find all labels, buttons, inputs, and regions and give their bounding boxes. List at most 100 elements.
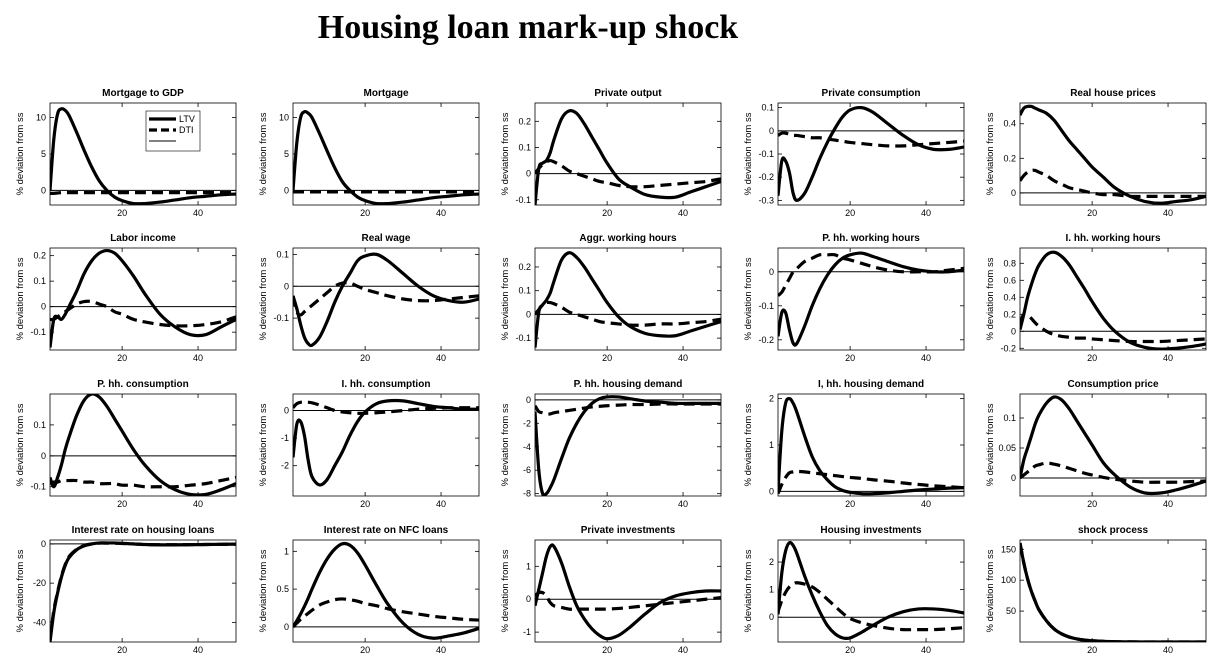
series-line xyxy=(535,251,721,348)
y-tick-label: 2 xyxy=(769,394,774,404)
subplot-title: Consumption price xyxy=(1067,379,1159,390)
axes-box xyxy=(292,102,480,206)
subplot-title: Interest rate on NFC loans xyxy=(324,525,449,536)
axes-box xyxy=(534,102,722,206)
axes-box xyxy=(292,393,480,497)
y-tick-label: -0.1 xyxy=(515,333,531,343)
series-line xyxy=(778,105,964,202)
y-axis-label: % deviation from ss xyxy=(500,112,511,195)
y-tick-label: -20 xyxy=(33,578,46,588)
x-tick-label: 40 xyxy=(436,499,446,509)
y-tick-label: 1 xyxy=(284,546,289,556)
series-line xyxy=(1020,250,1206,350)
y-tick-label: 0 xyxy=(284,185,289,195)
y-tick-label: -1 xyxy=(281,433,289,443)
y-tick-label: -40 xyxy=(33,617,46,627)
subplot-title: Interest rate on housing loans xyxy=(72,525,215,536)
subplot: Interest rate on NFC loans % deviation fr… xyxy=(258,525,480,655)
x-tick-label: 40 xyxy=(921,645,931,655)
subplot: Interest rate on housing loans % deviatio… xyxy=(15,525,237,655)
y-tick-label: 0 xyxy=(526,309,531,319)
subplot: I, hh. housing demand % deviation from ss… xyxy=(743,379,965,509)
x-tick-label: 40 xyxy=(678,353,688,363)
y-axis-label: % deviation from ss xyxy=(985,403,996,486)
series-line xyxy=(535,402,721,416)
axes-box xyxy=(292,247,480,351)
x-tick-label: 40 xyxy=(921,499,931,509)
series-line xyxy=(535,590,721,611)
y-tick-label: -0.2 xyxy=(1000,343,1016,353)
x-tick-label: 40 xyxy=(193,353,203,363)
y-axis-label: % deviation from ss xyxy=(743,549,754,632)
y-tick-label: 0 xyxy=(41,539,46,549)
series-line xyxy=(1020,395,1206,496)
y-axis-label: % deviation from ss xyxy=(985,549,996,632)
y-tick-label: 1 xyxy=(769,440,774,450)
series-line xyxy=(535,108,721,205)
x-tick-label: 20 xyxy=(602,645,612,655)
legend-label: LTV xyxy=(179,114,195,124)
axes-box xyxy=(777,393,965,497)
y-axis-label: % deviation from ss xyxy=(500,403,511,486)
y-tick-label: -2 xyxy=(523,418,531,428)
subplot: Real house prices % deviation from ss 0 0.2… xyxy=(985,88,1207,218)
x-tick-label: 20 xyxy=(117,645,127,655)
y-tick-label: 0 xyxy=(1011,326,1016,336)
y-tick-label: 0.05 xyxy=(998,443,1016,453)
subplot-title: shock process xyxy=(1078,525,1148,536)
subplot-title: Private consumption xyxy=(822,88,921,99)
y-tick-label: 150 xyxy=(1001,544,1016,554)
subplot-title: Real house prices xyxy=(1070,88,1156,99)
series-line xyxy=(293,398,479,487)
x-tick-label: 20 xyxy=(360,499,370,509)
y-tick-label: 0.5 xyxy=(276,584,289,594)
y-tick-label: 10 xyxy=(36,113,46,123)
y-tick-label: 0 xyxy=(41,185,46,195)
y-tick-label: 0.1 xyxy=(1003,413,1016,423)
y-tick-label: 2 xyxy=(769,557,774,567)
y-tick-label: 0.2 xyxy=(1003,309,1016,319)
subplot-title: I, hh. housing demand xyxy=(818,379,924,390)
subplot: shock process % deviation from ss 50 100 150… xyxy=(985,525,1207,655)
y-tick-label: 0.2 xyxy=(1003,153,1016,163)
y-tick-label: 0 xyxy=(769,267,774,277)
subplot-title: P. hh. consumption xyxy=(97,379,188,390)
series-line xyxy=(50,475,236,489)
y-tick-label: 0.1 xyxy=(518,142,531,152)
subplot: Private consumption % deviation from ss -0… xyxy=(743,88,965,218)
y-tick-label: 0 xyxy=(284,281,289,291)
y-tick-label: 0.2 xyxy=(518,262,531,272)
y-tick-label: 0 xyxy=(41,451,46,461)
y-tick-label: 0.2 xyxy=(518,116,531,126)
x-tick-label: 20 xyxy=(117,499,127,509)
y-tick-label: 1 xyxy=(526,561,531,571)
x-tick-label: 40 xyxy=(678,645,688,655)
y-tick-label: 0 xyxy=(769,612,774,622)
y-tick-label: -0.3 xyxy=(758,195,774,205)
series-line xyxy=(778,581,964,632)
series-line xyxy=(50,299,236,328)
y-tick-label: -0.1 xyxy=(273,313,289,323)
x-tick-label: 20 xyxy=(360,645,370,655)
subplot: I. hh. consumption % deviation from ss -2 -… xyxy=(258,379,480,509)
y-tick-label: 1 xyxy=(769,585,774,595)
y-tick-label: 0 xyxy=(284,622,289,632)
y-tick-label: 0 xyxy=(526,395,531,405)
y-tick-label: 0.1 xyxy=(33,420,46,430)
x-tick-label: 40 xyxy=(436,353,446,363)
x-tick-label: 20 xyxy=(845,353,855,363)
y-axis-label: % deviation from ss xyxy=(258,257,269,340)
subplot-title: P. hh. working hours xyxy=(822,233,920,244)
y-axis-label: % deviation from ss xyxy=(258,403,269,486)
x-tick-label: 40 xyxy=(193,499,203,509)
y-tick-label: 0 xyxy=(526,594,531,604)
x-tick-label: 40 xyxy=(1163,499,1173,509)
x-tick-label: 40 xyxy=(193,208,203,218)
series-line xyxy=(1020,461,1206,484)
axes-box xyxy=(49,393,237,497)
subplot: Aggr. working hours % deviation from ss -0… xyxy=(500,233,722,363)
axes-box xyxy=(49,102,237,206)
axes-box xyxy=(534,247,722,351)
y-tick-label: -0.1 xyxy=(30,327,46,337)
